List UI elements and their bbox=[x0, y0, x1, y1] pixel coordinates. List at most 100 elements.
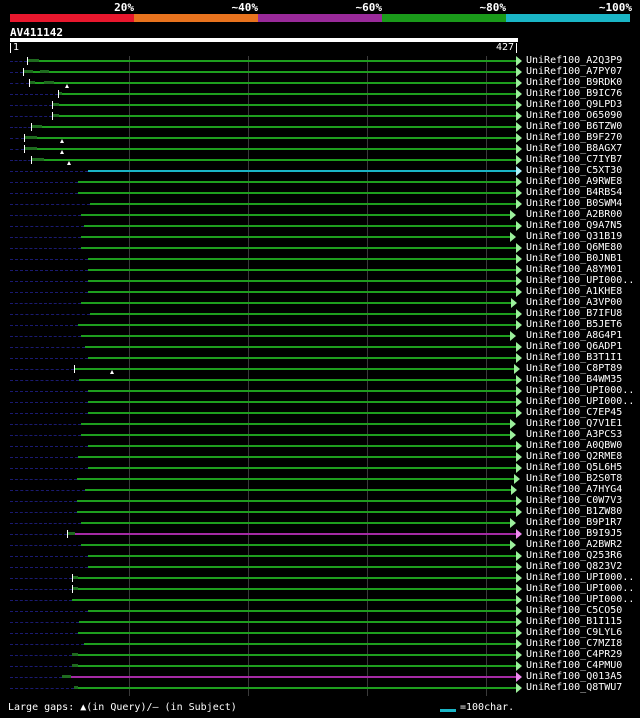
hit-label[interactable]: UniRef100_B4WM35 bbox=[526, 374, 623, 385]
alignment-bar[interactable] bbox=[26, 60, 516, 62]
alignment-bar[interactable] bbox=[88, 412, 516, 414]
hit-row[interactable]: UniRef100_C7IYB7 bbox=[0, 154, 640, 166]
alignment-bar[interactable] bbox=[88, 258, 516, 260]
hit-label[interactable]: UniRef100_B5JET6 bbox=[526, 319, 623, 330]
alignment-bar[interactable] bbox=[81, 247, 516, 249]
hit-label[interactable]: UniRef100_B2S0T8 bbox=[526, 473, 623, 484]
hit-label[interactable]: UniRef100_Q253R6 bbox=[526, 550, 623, 561]
alignment-bar[interactable] bbox=[51, 115, 516, 117]
hit-label[interactable]: UniRef100_UPI000.. bbox=[526, 583, 635, 594]
hit-label[interactable]: UniRef100_C4PMU0 bbox=[526, 660, 623, 671]
alignment-bar[interactable] bbox=[88, 269, 516, 271]
hit-row[interactable]: UniRef100_Q9A7N5 bbox=[0, 220, 640, 232]
hit-label[interactable]: UniRef100_C9LYL6 bbox=[526, 627, 623, 638]
hit-label[interactable]: UniRef100_Q7V1E1 bbox=[526, 418, 623, 429]
hit-label[interactable]: UniRef100_A9RWE8 bbox=[526, 176, 623, 187]
hit-row[interactable]: UniRef100_Q5L6H5 bbox=[0, 462, 640, 474]
alignment-bar[interactable] bbox=[77, 192, 516, 194]
hit-label[interactable]: UniRef100_B9RDK0 bbox=[526, 77, 623, 88]
hit-row[interactable]: UniRef100_B0JNB1 bbox=[0, 253, 640, 265]
alignment-bar[interactable] bbox=[71, 577, 516, 579]
hit-row[interactable]: UniRef100_Q9LPD3 bbox=[0, 99, 640, 111]
hit-row[interactable]: UniRef100_B5JET6 bbox=[0, 319, 640, 331]
alignment-bar[interactable] bbox=[77, 632, 516, 634]
hit-row[interactable]: UniRef100_B8AGX7 bbox=[0, 143, 640, 155]
hit-row[interactable]: UniRef100_B9I9J5 bbox=[0, 528, 640, 540]
alignment-bar[interactable] bbox=[76, 511, 516, 513]
alignment-bar[interactable] bbox=[77, 324, 516, 326]
alignment-bar[interactable] bbox=[81, 423, 511, 425]
hit-label[interactable]: UniRef100_B9F270 bbox=[526, 132, 623, 143]
hit-row[interactable]: UniRef100_B3T1I1 bbox=[0, 352, 640, 364]
hit-row[interactable]: UniRef100_A7HYG4 bbox=[0, 484, 640, 496]
alignment-bar[interactable] bbox=[88, 401, 516, 403]
alignment-bar[interactable] bbox=[81, 522, 511, 524]
hit-label[interactable]: UniRef100_Q013A5 bbox=[526, 671, 623, 682]
hit-label[interactable]: UniRef100_A7HYG4 bbox=[526, 484, 623, 495]
hit-row[interactable]: UniRef100_UPI000.. bbox=[0, 275, 640, 287]
hit-row[interactable]: UniRef100_C4PMU0 bbox=[0, 660, 640, 672]
hit-row[interactable]: UniRef100_Q8TWU7 bbox=[0, 682, 640, 694]
alignment-bar[interactable] bbox=[88, 445, 516, 447]
hit-row[interactable]: UniRef100_Q823V2 bbox=[0, 561, 640, 573]
alignment-bar[interactable] bbox=[76, 478, 514, 480]
hit-label[interactable]: UniRef100_Q9LPD3 bbox=[526, 99, 623, 110]
hit-label[interactable]: UniRef100_Q6ME80 bbox=[526, 242, 623, 253]
alignment-bar[interactable] bbox=[88, 467, 516, 469]
alignment-bar[interactable] bbox=[76, 500, 516, 502]
hit-label[interactable]: UniRef100_Q5L6H5 bbox=[526, 462, 623, 473]
alignment-bar[interactable] bbox=[88, 357, 516, 359]
hit-label[interactable]: UniRef100_B9I9J5 bbox=[526, 528, 623, 539]
hit-label[interactable]: UniRef100_UPI000.. bbox=[526, 594, 635, 605]
hit-row[interactable]: UniRef100_Q253R6 bbox=[0, 550, 640, 562]
hit-row[interactable]: UniRef100_B1ZW80 bbox=[0, 506, 640, 518]
hit-label[interactable]: UniRef100_Q8TWU7 bbox=[526, 682, 623, 693]
alignment-bar[interactable] bbox=[23, 71, 516, 73]
hit-row[interactable]: UniRef100_B4RBS4 bbox=[0, 187, 640, 199]
alignment-bar[interactable] bbox=[88, 291, 516, 293]
alignment-bar[interactable] bbox=[78, 379, 516, 381]
hit-label[interactable]: UniRef100_Q823V2 bbox=[526, 561, 623, 572]
hit-label[interactable]: UniRef100_B0SWM4 bbox=[526, 198, 623, 209]
hit-label[interactable]: UniRef100_B7IFU8 bbox=[526, 308, 623, 319]
hit-label[interactable]: UniRef100_UPI000.. bbox=[526, 275, 635, 286]
hit-row[interactable]: UniRef100_C5XT30 bbox=[0, 165, 640, 177]
hit-row[interactable]: UniRef100_B6TZW0 bbox=[0, 121, 640, 133]
hit-row[interactable]: UniRef100_C4PR29 bbox=[0, 649, 640, 661]
alignment-bar[interactable] bbox=[31, 126, 516, 128]
alignment-bar[interactable] bbox=[89, 203, 516, 205]
hit-label[interactable]: UniRef100_Q6ADP1 bbox=[526, 341, 623, 352]
hit-label[interactable]: UniRef100_B0JNB1 bbox=[526, 253, 623, 264]
alignment-bar[interactable] bbox=[67, 533, 516, 535]
alignment-bar[interactable] bbox=[31, 159, 516, 161]
hit-label[interactable]: UniRef100_O65090 bbox=[526, 110, 623, 121]
alignment-bar[interactable] bbox=[88, 566, 516, 568]
alignment-bar[interactable] bbox=[74, 368, 514, 370]
hit-row[interactable]: UniRef100_Q31B19 bbox=[0, 231, 640, 243]
hit-row[interactable]: UniRef100_B4WM35 bbox=[0, 374, 640, 386]
hit-label[interactable]: UniRef100_B4RBS4 bbox=[526, 187, 623, 198]
hit-label[interactable]: UniRef100_A3PCS3 bbox=[526, 429, 623, 440]
hit-row[interactable]: UniRef100_C7MZI8 bbox=[0, 638, 640, 650]
hit-label[interactable]: UniRef100_B8AGX7 bbox=[526, 143, 623, 154]
hit-row[interactable]: UniRef100_Q6ADP1 bbox=[0, 341, 640, 353]
hit-row[interactable]: UniRef100_C8PT89 bbox=[0, 363, 640, 375]
hit-label[interactable]: UniRef100_A0QBW0 bbox=[526, 440, 623, 451]
hit-label[interactable]: UniRef100_Q31B19 bbox=[526, 231, 623, 242]
hit-row[interactable]: UniRef100_UPI000.. bbox=[0, 594, 640, 606]
alignment-bar[interactable] bbox=[77, 456, 516, 458]
hit-row[interactable]: UniRef100_Q013A5 bbox=[0, 671, 640, 683]
alignment-bar[interactable] bbox=[88, 170, 516, 172]
hit-row[interactable]: UniRef100_C0W7V3 bbox=[0, 495, 640, 507]
hit-row[interactable]: UniRef100_B1I115 bbox=[0, 616, 640, 628]
alignment-bar[interactable] bbox=[84, 489, 512, 491]
alignment-bar[interactable] bbox=[88, 555, 516, 557]
hit-row[interactable]: UniRef100_C9LYL6 bbox=[0, 627, 640, 639]
hit-row[interactable]: UniRef100_A2BWR2 bbox=[0, 539, 640, 551]
hit-row[interactable]: UniRef100_B9IC76 bbox=[0, 88, 640, 100]
alignment-bar[interactable] bbox=[71, 599, 516, 601]
hit-row[interactable]: UniRef100_A1KHE8 bbox=[0, 286, 640, 298]
hit-row[interactable]: UniRef100_Q2RME8 bbox=[0, 451, 640, 463]
hit-row[interactable]: UniRef100_C7EP45 bbox=[0, 407, 640, 419]
alignment-bar[interactable] bbox=[83, 643, 516, 645]
